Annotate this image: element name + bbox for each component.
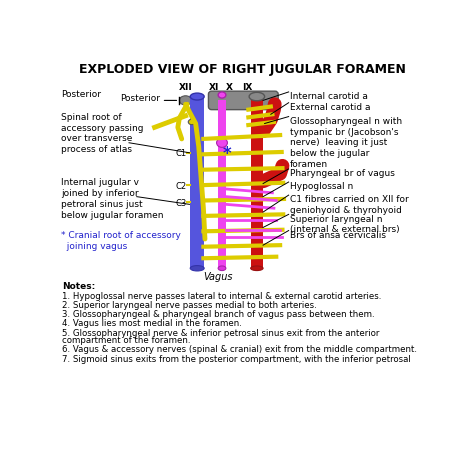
Text: 1. Hypoglossal nerve passes lateral to internal & external carotid arteries.: 1. Hypoglossal nerve passes lateral to i… xyxy=(63,291,382,300)
Text: Spinal root of
accessory passing
over transverse
process of atlas: Spinal root of accessory passing over tr… xyxy=(61,113,143,154)
Text: Superior laryngeal n
(internal & external brs): Superior laryngeal n (internal & externa… xyxy=(290,214,400,234)
Text: Posterior: Posterior xyxy=(61,90,101,99)
Ellipse shape xyxy=(249,93,264,101)
Text: 4. Vagus lies most medial in the foramen.: 4. Vagus lies most medial in the foramen… xyxy=(63,319,242,328)
Text: *: * xyxy=(222,145,231,162)
Text: C1 fibres carried on XII for
geniohyoid & thyrohyoid: C1 fibres carried on XII for geniohyoid … xyxy=(290,195,409,215)
Text: 2. Superior laryngeal nerve passes medial to both arteries.: 2. Superior laryngeal nerve passes media… xyxy=(63,300,317,309)
Text: C3: C3 xyxy=(175,198,186,207)
Text: Vagus: Vagus xyxy=(203,272,233,282)
Text: Internal carotid a: Internal carotid a xyxy=(290,92,368,101)
Ellipse shape xyxy=(218,266,226,271)
Text: Brs of ansa cervicalis: Brs of ansa cervicalis xyxy=(290,230,386,239)
Text: EXPLODED VIEW OF RIGHT JUGULAR FORAMEN: EXPLODED VIEW OF RIGHT JUGULAR FORAMEN xyxy=(80,63,406,76)
Bar xyxy=(218,101,226,269)
Text: compartment of the foramen.: compartment of the foramen. xyxy=(63,336,191,345)
Text: Pharyngeal br of vagus: Pharyngeal br of vagus xyxy=(290,169,395,178)
Text: External carotid a: External carotid a xyxy=(290,103,371,112)
Text: Hypoglossal n: Hypoglossal n xyxy=(290,182,354,191)
Ellipse shape xyxy=(218,93,226,99)
Text: 7. Sigmoid sinus exits from the posterior compartment, with the inferior petrosa: 7. Sigmoid sinus exits from the posterio… xyxy=(63,354,411,363)
Text: Internal jugular v
joined by inferior
petroral sinus just
below jugular foramen: Internal jugular v joined by inferior pe… xyxy=(61,178,164,219)
Text: IX: IX xyxy=(242,83,253,92)
Bar xyxy=(190,97,204,269)
Ellipse shape xyxy=(190,266,204,271)
Text: Glossopharyngeal n with
tympanic br (Jacobson's
nerve)  leaving it just
below th: Glossopharyngeal n with tympanic br (Jac… xyxy=(290,117,402,168)
FancyBboxPatch shape xyxy=(209,92,278,111)
Text: C1: C1 xyxy=(175,149,186,158)
Text: XI: XI xyxy=(209,83,219,92)
Text: XII: XII xyxy=(179,83,192,92)
Ellipse shape xyxy=(251,266,263,271)
Ellipse shape xyxy=(217,139,228,148)
Text: C2: C2 xyxy=(175,181,186,190)
Text: X: X xyxy=(226,83,233,92)
Text: 5. Glossopharyngeal nerve & inferior petrosal sinus exit from the anterior: 5. Glossopharyngeal nerve & inferior pet… xyxy=(63,328,380,337)
Text: * Cranial root of accessory
  joining vagus: * Cranial root of accessory joining vagu… xyxy=(61,230,181,250)
Text: Notes:: Notes: xyxy=(63,282,96,291)
Ellipse shape xyxy=(190,94,204,101)
Text: 3. Glossopharyngeal & pharyngeal branch of vagus pass between them.: 3. Glossopharyngeal & pharyngeal branch … xyxy=(63,309,375,319)
Text: 6. Vagus & accessory nerves (spinal & cranial) exit from the middle compartment.: 6. Vagus & accessory nerves (spinal & cr… xyxy=(63,345,417,354)
Ellipse shape xyxy=(188,120,195,125)
Text: Posterior: Posterior xyxy=(120,94,160,103)
Bar xyxy=(251,97,263,269)
Ellipse shape xyxy=(179,96,192,106)
